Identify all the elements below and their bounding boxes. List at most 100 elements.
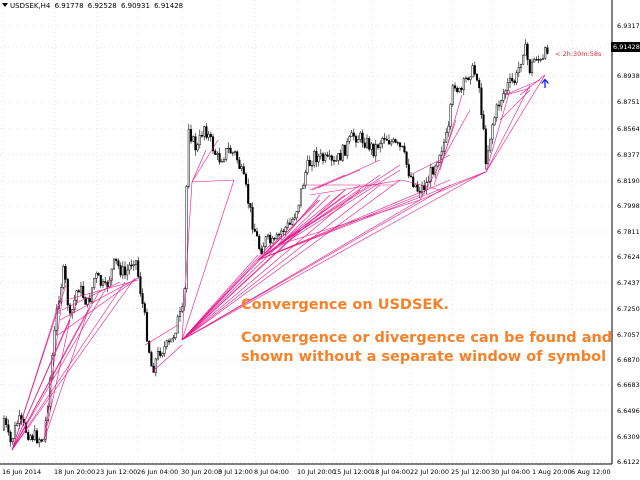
candle-body (73, 299, 76, 310)
candle-body (306, 159, 309, 173)
candle-body (216, 153, 219, 155)
time-tick-label: 15 Jul 12:00 (333, 468, 372, 476)
candle-body (387, 140, 391, 145)
convergence-line (309, 174, 346, 191)
candle-body (244, 173, 248, 185)
candle-body (497, 104, 501, 107)
candle-body (194, 136, 197, 151)
candle-body (392, 139, 395, 143)
candle-body (495, 104, 498, 119)
candle-body (326, 154, 329, 157)
candle-body (104, 281, 107, 283)
candle-body (130, 264, 133, 267)
candle-body (361, 132, 364, 144)
candle-body (128, 264, 131, 271)
bar-countdown: < 2h:30m:58s (555, 50, 602, 58)
candle-body (528, 59, 531, 74)
candle-body (374, 144, 377, 157)
annotation-text: Convergence on USDSEK. Convergence or di… (241, 297, 612, 365)
time-tick-label: 18 Jun 20:00 (54, 468, 96, 476)
candle-body (152, 365, 155, 373)
candle-body (295, 211, 298, 219)
candle-body (251, 207, 254, 230)
convergence-line (11, 277, 136, 451)
convergence-line (181, 171, 486, 341)
price-tick-label: 6.83775 (617, 151, 640, 159)
candle-body (110, 268, 113, 281)
candle-body (530, 61, 534, 74)
candle-body (207, 133, 210, 138)
candle-body (137, 260, 140, 277)
convergence-line (181, 179, 235, 341)
candle-body (504, 90, 507, 94)
low-value: 6.90931 (120, 2, 150, 10)
candle-body (359, 132, 362, 140)
time-tick-label: 23 Jun 12:00 (96, 468, 138, 476)
convergence-line (181, 184, 381, 341)
candle-body (154, 358, 157, 373)
candle-body (62, 266, 65, 288)
candle-body (460, 87, 463, 90)
candle-body (60, 287, 63, 302)
price-tick-label: 6.79980 (617, 202, 640, 210)
convergence-line (191, 179, 235, 183)
candle-body (236, 151, 239, 161)
candle-body (31, 435, 34, 440)
candle-body (95, 273, 98, 279)
candle-body (66, 279, 69, 306)
candle-body (64, 266, 67, 280)
candle-body (249, 203, 252, 208)
candle-body (462, 78, 465, 90)
candle-body (13, 425, 17, 439)
candle-body (308, 159, 311, 166)
candle-body (381, 138, 384, 144)
candle-body (242, 166, 245, 175)
candle-body (280, 230, 283, 235)
candle-body (412, 176, 415, 187)
convergence-lines (11, 74, 546, 451)
candle-body (200, 134, 204, 137)
annotation-line-2: shown without a separate window of symbo… (241, 349, 607, 365)
candle-body (159, 351, 162, 356)
time-tick-label: 1 Aug 20:00 (532, 468, 572, 476)
convergence-line (505, 87, 531, 96)
candle-body (363, 142, 366, 148)
candle-body (436, 162, 439, 167)
candle-body (68, 304, 72, 314)
candle-body (321, 153, 325, 162)
candle-body (141, 293, 144, 304)
candle-body (258, 235, 261, 250)
candle-body (357, 139, 360, 143)
price-tick-label: 6.74370 (617, 279, 640, 287)
candle-body (403, 145, 406, 153)
candle-body (161, 353, 164, 356)
price-tick-label: 6.85645 (617, 125, 640, 133)
candle-body (508, 77, 512, 83)
convergence-line (11, 284, 67, 451)
convergence-line (257, 199, 321, 261)
candle-body (539, 59, 542, 61)
dropdown-triangle-icon[interactable] (2, 3, 8, 7)
convergence-line (277, 189, 346, 246)
candle-body (546, 47, 549, 54)
candle-body (82, 285, 85, 298)
convergence-line (181, 254, 259, 341)
candle-body (88, 298, 91, 303)
time-tick-label: 22 Jul 20:00 (410, 468, 449, 476)
candle-body (277, 234, 281, 236)
time-tick-label: 10 Jul 20:00 (297, 468, 336, 476)
candle-body (205, 126, 208, 138)
candle-body (302, 185, 305, 190)
price-tick-label: 6.70575 (617, 331, 640, 339)
candle-body (489, 138, 492, 152)
convergence-line (419, 109, 471, 201)
candle-body (330, 155, 333, 161)
price-tick-label: 6.89385 (617, 72, 640, 80)
candle-body (288, 222, 292, 225)
convergence-line (257, 184, 361, 261)
candle-body (227, 147, 230, 150)
candle-body (370, 143, 373, 150)
candle-body (431, 167, 435, 175)
